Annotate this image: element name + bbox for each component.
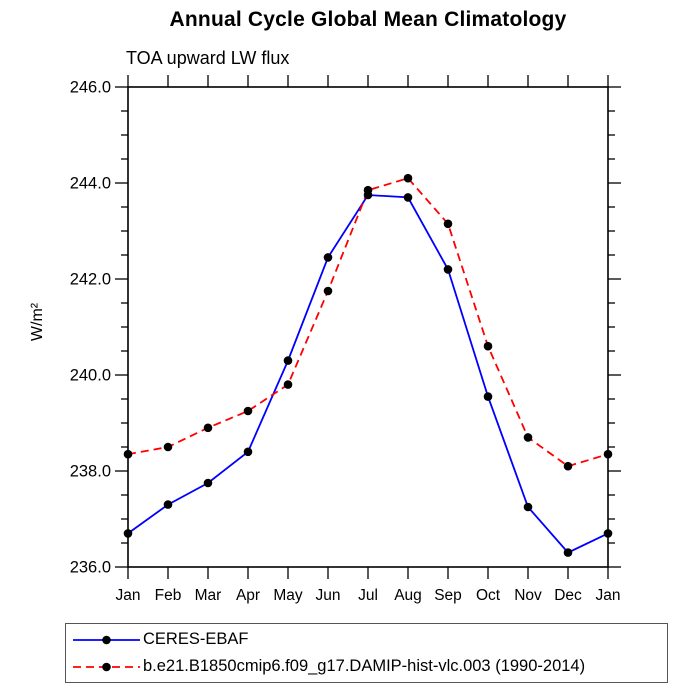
series-line-1 (127, 177, 609, 468)
x-tick-label: Mar (195, 587, 222, 604)
data-point-marker (203, 423, 213, 433)
data-point-marker (283, 356, 293, 365)
x-tick-label: Apr (236, 587, 260, 604)
y-tick-label: 244.0 (70, 175, 111, 193)
data-point-marker (323, 286, 333, 296)
y-tick-label: 246.0 (70, 79, 111, 97)
legend-label: CERES-EBAF (143, 630, 249, 648)
x-tick-label: May (273, 587, 303, 604)
data-point-marker (123, 449, 133, 459)
x-tick-label: Oct (476, 587, 501, 604)
x-tick-label: Dec (554, 587, 582, 604)
data-point-marker (363, 185, 373, 195)
data-point-marker (203, 478, 213, 488)
data-point-marker (523, 433, 533, 442)
data-point-marker (243, 406, 253, 416)
data-point-marker (403, 173, 413, 183)
x-tick-label: Jun (316, 587, 341, 604)
legend-box: CERES-EBAF b.e21.B1850cmip6.f09_g17.DAMI… (65, 623, 668, 683)
data-point-marker (603, 449, 613, 459)
x-tick-label: Feb (155, 587, 182, 604)
data-point-marker (163, 442, 173, 452)
data-point-marker (443, 219, 453, 229)
data-point-marker (523, 502, 533, 512)
data-point-marker (443, 265, 453, 274)
y-tick-label: 238.0 (70, 463, 111, 481)
data-point-marker (323, 253, 333, 262)
legend-item-ceres-ebaf: CERES-EBAF (72, 626, 667, 653)
data-point-marker (123, 529, 133, 538)
legend-label: b.e21.B1850cmip6.f09_g17.DAMIP-hist-vlc.… (143, 657, 586, 675)
data-point-marker (563, 461, 573, 471)
legend-swatch-solid-line-icon (73, 635, 140, 644)
x-tick-label: Jul (358, 587, 378, 604)
data-point-marker (603, 529, 613, 538)
legend-item-model: b.e21.B1850cmip6.f09_g17.DAMIP-hist-vlc.… (72, 653, 667, 680)
y-tick-label: 242.0 (70, 271, 111, 289)
x-tick-label: Sep (434, 587, 462, 604)
y-tick-label: 236.0 (70, 559, 111, 577)
data-point-marker (243, 447, 253, 457)
data-point-marker (163, 500, 173, 509)
legend-swatch-dashed-line-icon (73, 662, 140, 671)
x-tick-label: Nov (514, 587, 542, 604)
plot-frame (127, 86, 609, 568)
data-point-marker (483, 341, 493, 351)
data-point-marker (403, 193, 413, 202)
data-point-marker (283, 380, 293, 389)
x-tick-label: Jan (116, 587, 141, 604)
chart-subtitle: TOA upward LW flux (126, 48, 290, 68)
x-tick-label: Aug (394, 587, 422, 604)
data-point-marker (563, 548, 573, 557)
chart-title: Annual Cycle Global Mean Climatology (169, 8, 567, 31)
series-line-0 (127, 194, 609, 554)
x-tick-label: Jan (596, 587, 621, 604)
data-point-marker (483, 392, 493, 401)
y-tick-label: 240.0 (70, 367, 111, 385)
